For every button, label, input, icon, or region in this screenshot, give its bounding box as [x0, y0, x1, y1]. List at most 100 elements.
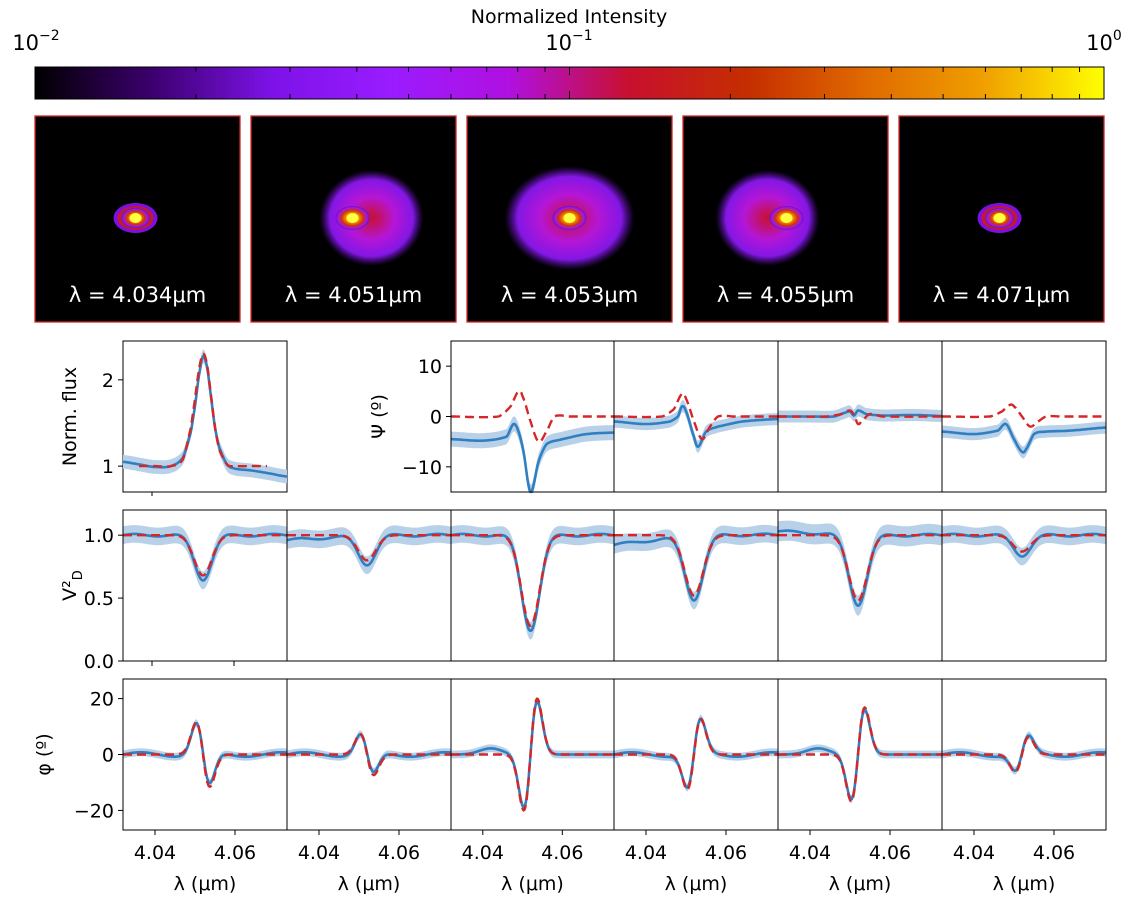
stellar-peak — [346, 213, 359, 223]
phase-panel-1: −20 0 20 4.04 4.06 λ (μm) — [74, 678, 288, 895]
y-tick-label: −10 — [402, 457, 442, 479]
x-axis-label: λ (μm) — [338, 873, 401, 895]
x-tick-label: 4.06 — [869, 842, 911, 864]
phase-model-line — [123, 720, 287, 788]
closure-observed-line — [613, 404, 779, 449]
x-tick-label: 4.04 — [789, 842, 831, 864]
phase-model-line — [287, 732, 451, 777]
colorbar-ticks — [34, 67, 1105, 99]
flux-ylabel: Norm. flux — [59, 367, 81, 466]
visibility-panel-1: 0.0 0.5 1.0 — [84, 509, 288, 673]
visibility-observed-line — [450, 532, 615, 632]
closure-observed-line — [942, 422, 1106, 454]
image-label: λ = 4.034μm — [69, 283, 206, 307]
visibility-model-line — [123, 534, 287, 577]
closure-model-line — [451, 389, 614, 443]
stellar-peak — [780, 213, 793, 223]
colorbar-tick-label-mid: 10−1 — [545, 28, 592, 55]
phase-ylabel: φ (º) — [33, 733, 55, 775]
phase-panel-5: 4.04 4.06 λ (μm) — [777, 678, 943, 895]
panels: 1 2 Norm. flux Ψ (º) −10 0 10 V²D 0.0 0.5 1.0 φ (º)… — [33, 340, 1107, 895]
x-tick-label: 4.06 — [705, 842, 747, 864]
visibility-observed-band — [942, 525, 1106, 566]
intensity-image-4: λ = 4.055μm — [682, 115, 889, 323]
closure-model-line — [778, 409, 942, 426]
visibility-observed-band — [123, 525, 287, 590]
y-tick-label: 0.0 — [84, 651, 114, 673]
intensity-image-2: λ = 4.051μm — [250, 115, 457, 323]
visibility-observed-band — [451, 525, 614, 640]
visibility-panel-2 — [286, 509, 452, 662]
intensity-image-5: λ = 4.071μm — [898, 115, 1105, 323]
x-axis-label: λ (μm) — [665, 873, 728, 895]
x-axis-label: λ (μm) — [174, 873, 237, 895]
x-tick-label: 4.04 — [953, 842, 995, 864]
phase-panel-3: 4.04 4.06 λ (μm) — [450, 678, 615, 895]
y-tick-label: 10 — [418, 356, 442, 378]
closure-panel-3 — [777, 340, 943, 493]
extended-emission — [715, 170, 820, 266]
phase-panel-2: 4.04 4.06 λ (μm) — [286, 678, 452, 895]
x-axis-label: λ (μm) — [829, 873, 892, 895]
closure-observed-band — [778, 404, 942, 423]
x-tick-label: 4.06 — [1033, 842, 1075, 864]
x-tick-label: 4.04 — [462, 842, 504, 864]
svg-text:10−2: 10−2 — [12, 28, 59, 55]
phase-panel-4: 4.04 4.06 λ (μm) — [613, 678, 779, 895]
closure-observed-band — [451, 416, 614, 492]
closure-panel-1: −10 0 10 — [402, 340, 615, 494]
stellar-peak — [129, 213, 142, 223]
phase-observed-line — [941, 734, 1107, 773]
phase-model-line — [451, 697, 614, 812]
visibility-ylabel-text: V²D — [59, 570, 86, 601]
closure-panel-2 — [613, 340, 779, 493]
image-label: λ = 4.051μm — [285, 283, 422, 307]
closure-model-line — [942, 403, 1106, 428]
visibility-observed-band — [614, 524, 778, 610]
stellar-peak — [993, 213, 1006, 223]
closure-observed-band — [942, 417, 1106, 459]
closure-observed-line — [778, 409, 942, 419]
visibility-model-line — [287, 534, 451, 562]
axes-frame — [941, 678, 1107, 831]
phase-model-line — [614, 718, 778, 792]
visibility-observed-band — [287, 525, 451, 575]
visibility-model-line — [614, 534, 778, 597]
image-label: λ = 4.053μm — [501, 283, 638, 307]
closure-observed-line — [450, 422, 614, 494]
visibility-panel-6 — [941, 509, 1107, 662]
x-axis-label: λ (μm) — [993, 873, 1056, 895]
x-tick-label: 4.06 — [214, 842, 256, 864]
y-tick-label: 1.0 — [84, 525, 114, 547]
visibility-panel-4 — [613, 509, 779, 662]
closure-panel-4 — [941, 340, 1107, 493]
x-tick-label: 4.04 — [625, 842, 667, 864]
visibility-ylabel: V²D — [59, 570, 86, 601]
flux-panel: 1 2 Norm. flux — [59, 340, 288, 496]
axes-frame — [941, 340, 1107, 493]
image-row: λ = 4.034μm λ = 4.051μm λ = 4.053μm λ = 4.0… — [34, 115, 1105, 323]
phase-model-line — [778, 706, 942, 803]
phase-panel-6: 4.04 4.06 λ (μm) — [941, 678, 1107, 895]
y-tick-label: −20 — [74, 800, 114, 822]
svg-text:100: 100 — [1086, 28, 1122, 55]
flux-observed-band — [123, 349, 287, 484]
closure-ylabel: Ψ (º) — [368, 394, 390, 439]
axes-frame — [941, 509, 1107, 662]
x-tick-label: 4.04 — [134, 842, 176, 864]
visibility-panel-5 — [777, 509, 943, 662]
flux-model-line — [139, 352, 267, 468]
y-tick-label: 2 — [102, 370, 114, 392]
visibility-model-line — [778, 534, 942, 602]
visibility-panel-3 — [450, 509, 615, 662]
image-label: λ = 4.055μm — [717, 283, 854, 307]
visibility-observed-band — [778, 520, 942, 616]
image-label: λ = 4.071μm — [933, 283, 1070, 307]
axes-frame — [122, 340, 288, 493]
x-tick-label: 4.04 — [298, 842, 340, 864]
flux-observed-line — [122, 355, 288, 478]
colorbar-title: Normalized Intensity — [471, 6, 668, 28]
y-tick-label: 0 — [430, 407, 442, 429]
intensity-image-1: λ = 4.034μm — [34, 115, 241, 323]
